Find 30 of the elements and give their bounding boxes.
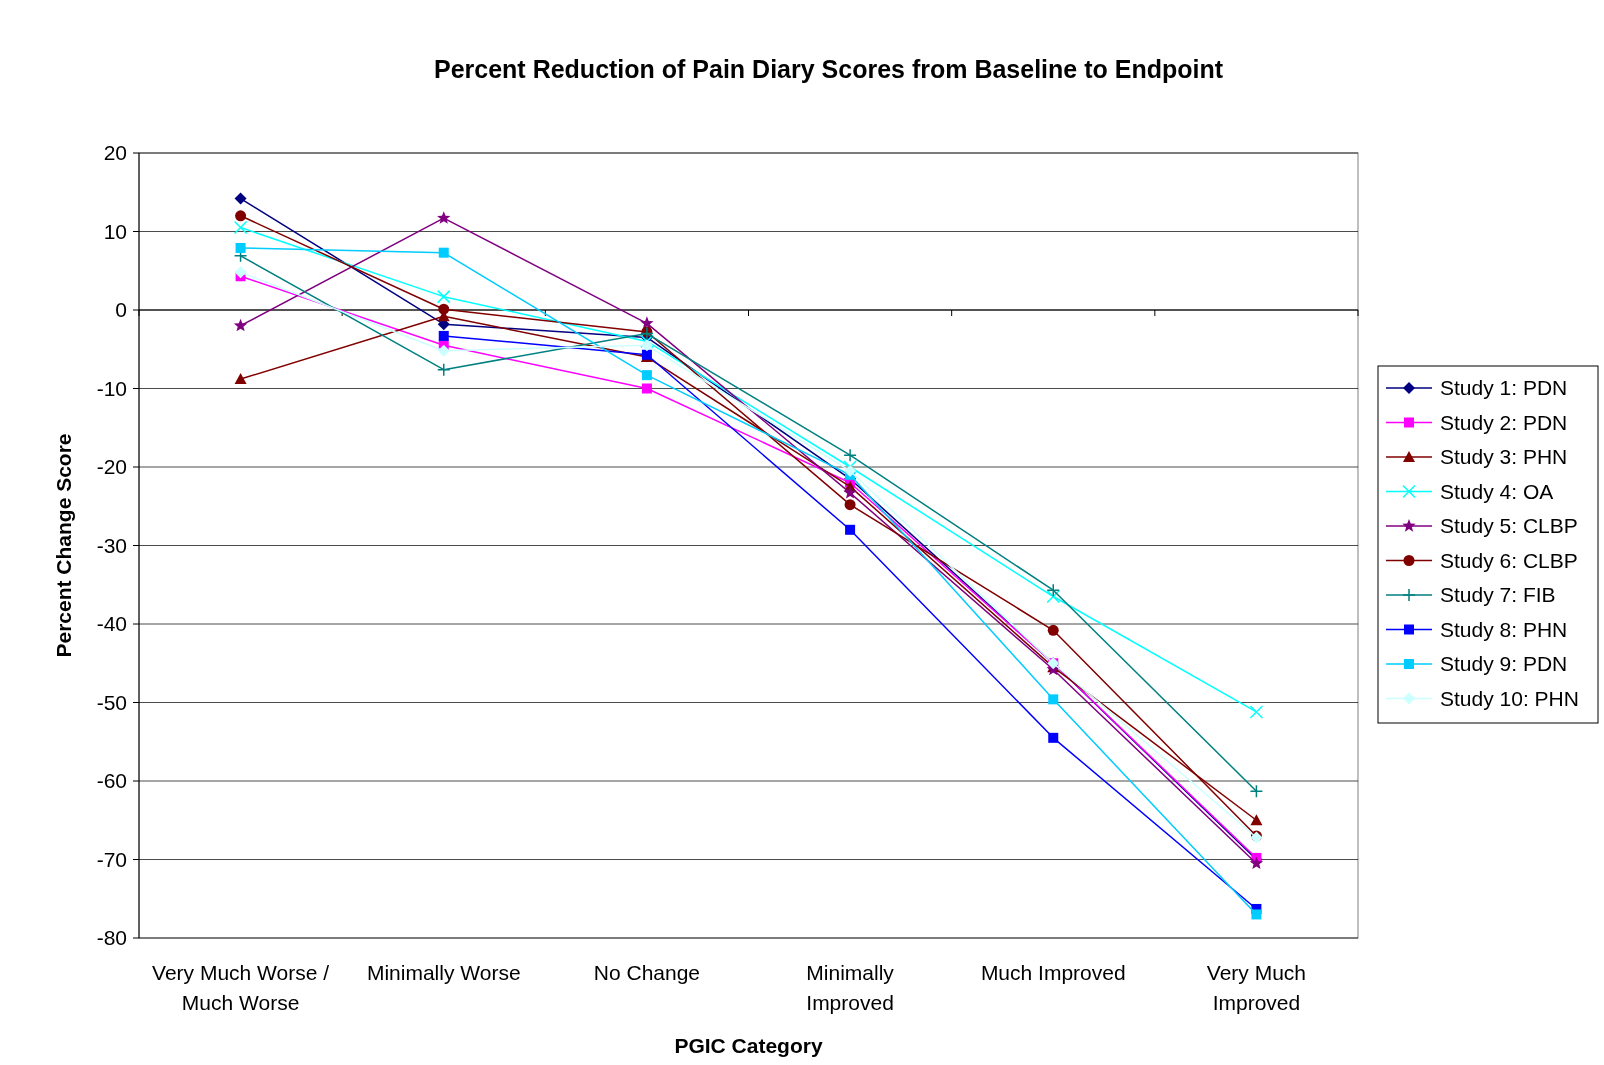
y-tick-label: -30	[96, 533, 127, 557]
legend-label: Study 3: PHN	[1440, 445, 1568, 469]
y-tick-label: -10	[96, 376, 127, 400]
y-tick-label: -60	[96, 769, 127, 793]
y-tick-label: -70	[96, 847, 127, 871]
legend-label: Study 2: PDN	[1440, 410, 1568, 434]
y-tick-label: -40	[96, 612, 127, 636]
legend-label: Study 8: PHN	[1440, 617, 1568, 641]
y-tick-label: 0	[115, 298, 127, 322]
x-axis-title: PGIC Category	[674, 1034, 823, 1057]
x-tick-label: Minimally Improved	[806, 961, 895, 1014]
x-tick-label: Much Improved	[980, 961, 1126, 984]
y-tick-label: -80	[96, 926, 127, 950]
legend-label: Study 5: CLBP	[1440, 514, 1578, 538]
x-tick-label: No Change	[593, 961, 701, 984]
x-tick-label: Very Much Improved	[1206, 961, 1307, 1014]
legend-label: Study 4: OA	[1440, 479, 1554, 503]
y-tick-label: 20	[103, 141, 127, 165]
x-tick-label: Very Much Worse / Much Worse	[152, 961, 330, 1014]
legend-label: Study 1: PDN	[1440, 376, 1568, 400]
y-tick-label: 10	[103, 219, 127, 243]
legend-label: Study 9: PDN	[1440, 652, 1568, 676]
y-tick-label: -50	[96, 690, 127, 714]
y-axis-title: Percent Change Score	[52, 433, 75, 658]
x-tick-label: Minimally Worse	[366, 961, 521, 984]
legend-label: Study 10: PHN	[1440, 686, 1579, 710]
legend-label: Study 7: FIB	[1440, 583, 1556, 607]
y-tick-label: -20	[96, 455, 127, 479]
chart-title: Percent Reduction of Pain Diary Scores from Baseline to Endpoint	[433, 55, 1224, 83]
legend-label: Study 6: CLBP	[1440, 548, 1578, 572]
